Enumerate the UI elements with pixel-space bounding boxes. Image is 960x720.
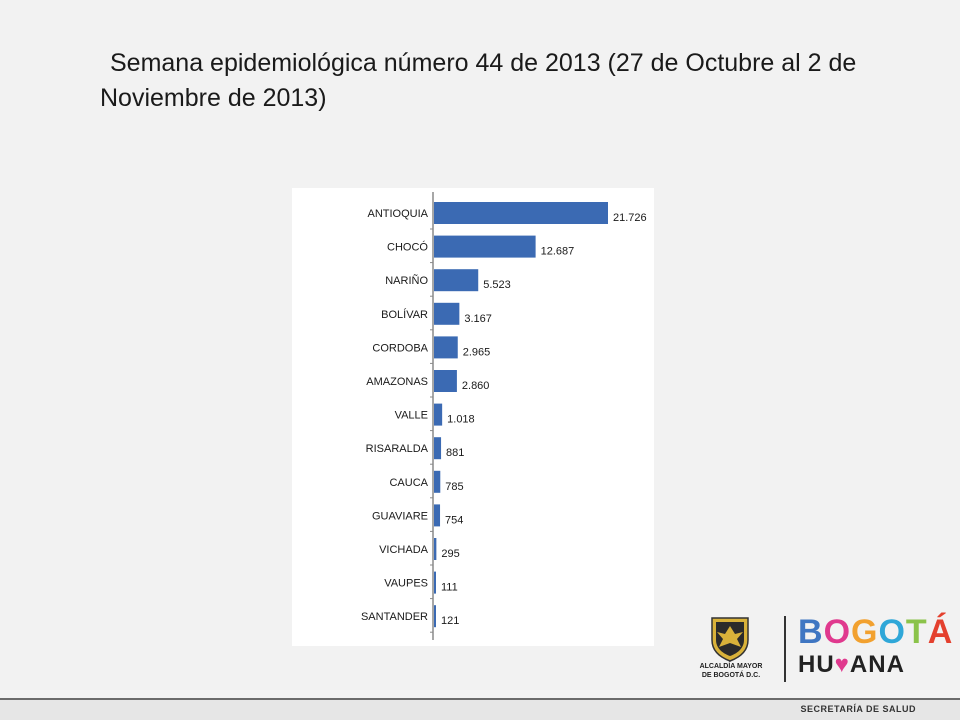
alcaldia-line-2: DE BOGOTÁ D.C. [701,672,761,679]
category-label: RISARALDA [366,443,429,455]
bogota-seal-icon [711,617,749,662]
logo-divider [784,616,786,682]
bar [434,302,460,325]
data-label: 2.965 [463,346,491,358]
footer-band [0,700,960,720]
bogota-humana-logo: BOGOTÁ HU♥ANA [798,612,952,682]
category-label: ANTIOQUIA [367,208,428,220]
bar [434,504,441,527]
bar-chart-svg: ANTIOQUIA 21.726 CHOCÓ 12.687 NARIÑO 5.523 BOL… [361,192,647,640]
bar [434,605,436,628]
bars-group: ANTIOQUIA 21.726 CHOCÓ 12.687 NARIÑO 5.523 BOL… [361,202,647,633]
bar [434,336,458,359]
data-label: 3.167 [464,313,492,325]
category-label: AMAZONAS [366,376,428,388]
alcaldia-logo: ALCALDÍA MAYOR DE BOGOTÁ D.C. [686,612,776,684]
category-label: BOLÍVAR [381,308,428,321]
data-label: 754 [445,514,463,526]
data-label: 1.018 [447,414,475,426]
alcaldia-line-1: ALCALDÍA MAYOR [699,663,763,670]
footer-rule [0,698,960,700]
bar [434,269,479,292]
footer-text: SECRETARÍA DE SALUD [800,704,916,714]
category-label: VICHADA [379,544,429,556]
humana-wordmark: HU♥ANA [798,652,905,678]
data-label: 881 [446,447,464,459]
slide-title: Semana epidemiológica número 44 de 2013 … [100,49,857,112]
data-label: 12.687 [541,246,575,258]
category-label: CHOCÓ [387,241,428,254]
bogota-letter-4: O [878,613,906,651]
data-label: 295 [441,548,459,560]
humana-suffix: ANA [849,651,905,678]
data-label: 111 [441,582,458,594]
bogota-letter-6: Á [927,613,954,651]
category-label: CAUCA [389,477,428,489]
category-label: NARIÑO [385,274,428,287]
bar-chart: ANTIOQUIA 21.726 CHOCÓ 12.687 NARIÑO 5.523 BOL… [292,188,654,646]
data-label: 121 [441,615,459,627]
bar [434,437,442,460]
bogota-letter-5: T [905,613,928,651]
bar [434,571,436,594]
bar [434,470,441,493]
humana-prefix: HU [798,651,835,678]
data-label: 5.523 [483,279,511,291]
category-label: SANTANDER [361,611,428,623]
bar [434,235,536,258]
bar [434,403,443,426]
heart-icon: ♥ [834,651,850,678]
category-label: VAUPES [384,578,428,590]
category-label: GUAVIARE [372,510,428,522]
data-label: 21.726 [613,212,647,224]
bar [434,538,437,560]
category-label: CORDOBA [372,342,428,354]
data-label: 2.860 [462,380,490,392]
category-label: VALLE [395,410,428,422]
bogota-letter-2: O [823,613,852,651]
data-label: 785 [445,481,463,493]
bogota-letter-1: B [798,613,824,651]
bar [434,202,608,224]
bogota-letter-3: G [851,613,879,651]
bar [434,370,457,392]
alcaldia-logo-text: ALCALDÍA MAYOR DE BOGOTÁ D.C. [686,662,776,680]
bogota-wordmark: BOGOTÁ [798,614,953,650]
